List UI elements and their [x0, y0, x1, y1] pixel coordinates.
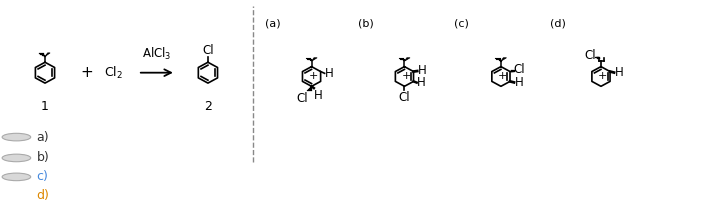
Text: Cl: Cl — [514, 63, 526, 76]
Text: 1: 1 — [41, 100, 49, 113]
Text: +: + — [498, 72, 507, 81]
Text: Cl: Cl — [584, 49, 596, 62]
Text: (c): (c) — [455, 18, 470, 28]
Circle shape — [2, 192, 31, 200]
Text: H: H — [325, 67, 334, 80]
Polygon shape — [45, 53, 50, 57]
Text: +: + — [402, 72, 411, 81]
Circle shape — [2, 173, 31, 181]
Text: Cl$_2$: Cl$_2$ — [104, 65, 123, 81]
Text: +: + — [309, 72, 318, 81]
Polygon shape — [405, 58, 410, 61]
Text: (b): (b) — [358, 18, 374, 28]
Text: H: H — [514, 76, 523, 89]
Circle shape — [2, 133, 31, 141]
Polygon shape — [501, 58, 506, 61]
Text: Cl: Cl — [202, 44, 214, 57]
Text: d): d) — [37, 189, 49, 202]
Text: H: H — [417, 77, 426, 89]
Text: (d): (d) — [549, 18, 566, 28]
Text: Cl: Cl — [399, 91, 410, 104]
Text: (a): (a) — [265, 18, 281, 28]
Text: c): c) — [37, 170, 48, 183]
Text: +: + — [80, 65, 93, 80]
Text: b): b) — [37, 152, 49, 164]
Text: a): a) — [37, 131, 49, 144]
Circle shape — [2, 154, 31, 162]
Text: 2: 2 — [204, 100, 212, 113]
Polygon shape — [311, 58, 317, 61]
Text: H: H — [314, 89, 323, 102]
Text: Cl: Cl — [296, 92, 308, 105]
Text: H: H — [614, 66, 623, 79]
Text: AlCl$_3$: AlCl$_3$ — [142, 46, 171, 62]
Text: H: H — [417, 64, 427, 77]
Text: +: + — [598, 72, 607, 81]
